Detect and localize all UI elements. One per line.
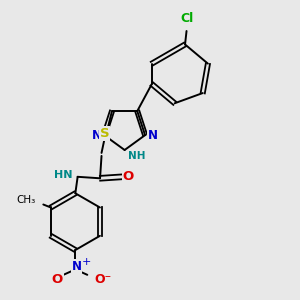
Text: S: S bbox=[100, 127, 109, 140]
Text: N: N bbox=[92, 129, 102, 142]
Text: N: N bbox=[148, 129, 158, 142]
Text: CH₃: CH₃ bbox=[16, 195, 36, 205]
Text: NH: NH bbox=[128, 151, 145, 161]
Text: O: O bbox=[122, 170, 134, 183]
Text: O: O bbox=[52, 273, 63, 286]
Text: Cl: Cl bbox=[180, 12, 193, 25]
Text: +: + bbox=[81, 257, 91, 267]
Text: O⁻: O⁻ bbox=[95, 273, 112, 286]
Text: HN: HN bbox=[54, 170, 72, 180]
Text: N: N bbox=[72, 260, 82, 273]
